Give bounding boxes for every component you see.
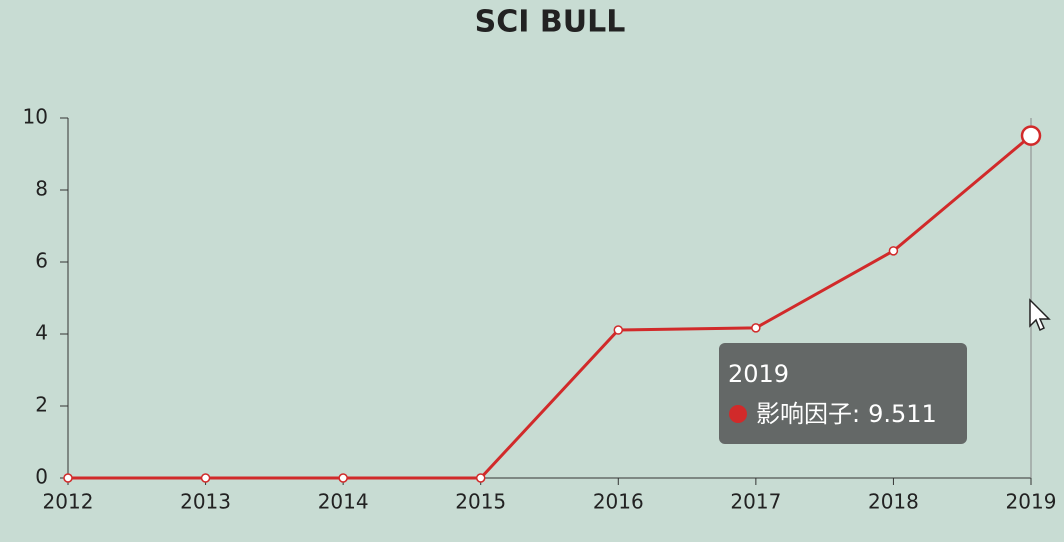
x-tick-label: 2012 — [43, 490, 94, 514]
data-point — [200, 473, 211, 483]
x-tick-label: 2017 — [730, 490, 781, 514]
tooltip-box — [719, 343, 967, 444]
x-tick-label: 2013 — [180, 490, 231, 514]
tooltip-label: 影响因子: 9.511 — [756, 400, 937, 428]
data-point — [338, 473, 348, 483]
data-point — [751, 323, 761, 333]
tooltip-marker — [729, 405, 747, 423]
x-tick-label: 2016 — [593, 490, 644, 514]
y-tick-label: 6 — [35, 249, 48, 273]
tooltip-category: 2019 — [728, 360, 789, 388]
data-point — [613, 325, 624, 335]
tooltip-part: 9.511 — [868, 400, 937, 428]
tooltip-part: 影响因子 — [756, 400, 852, 428]
y-tick-label: 2 — [35, 393, 48, 417]
y-tick-label: 10 — [23, 105, 48, 129]
y-tick-label: 8 — [35, 177, 48, 201]
tooltip-part: : — [852, 400, 860, 428]
chart-title: SCI BULL — [475, 5, 626, 40]
x-tick-label: 2018 — [868, 490, 919, 514]
x-tick-label: 2019 — [1006, 490, 1057, 514]
plot: 0 2 4 6 8 10 2012 2013 2014 2015 2016 2017 2018 2019 — [23, 105, 1057, 514]
cursor — [1029, 298, 1051, 332]
y-tick-label: 0 — [35, 465, 48, 489]
data-point — [63, 473, 73, 483]
y-tick-label: 4 — [35, 321, 48, 345]
data-point — [475, 473, 486, 483]
x-tick-label: 2014 — [318, 490, 369, 514]
series-line — [68, 134, 1032, 480]
data-point — [1020, 125, 1042, 146]
x-tick-label: 2015 — [455, 490, 506, 514]
tooltip: 2019 影响因子: 9.511 — [719, 343, 967, 444]
data-point — [888, 246, 899, 256]
